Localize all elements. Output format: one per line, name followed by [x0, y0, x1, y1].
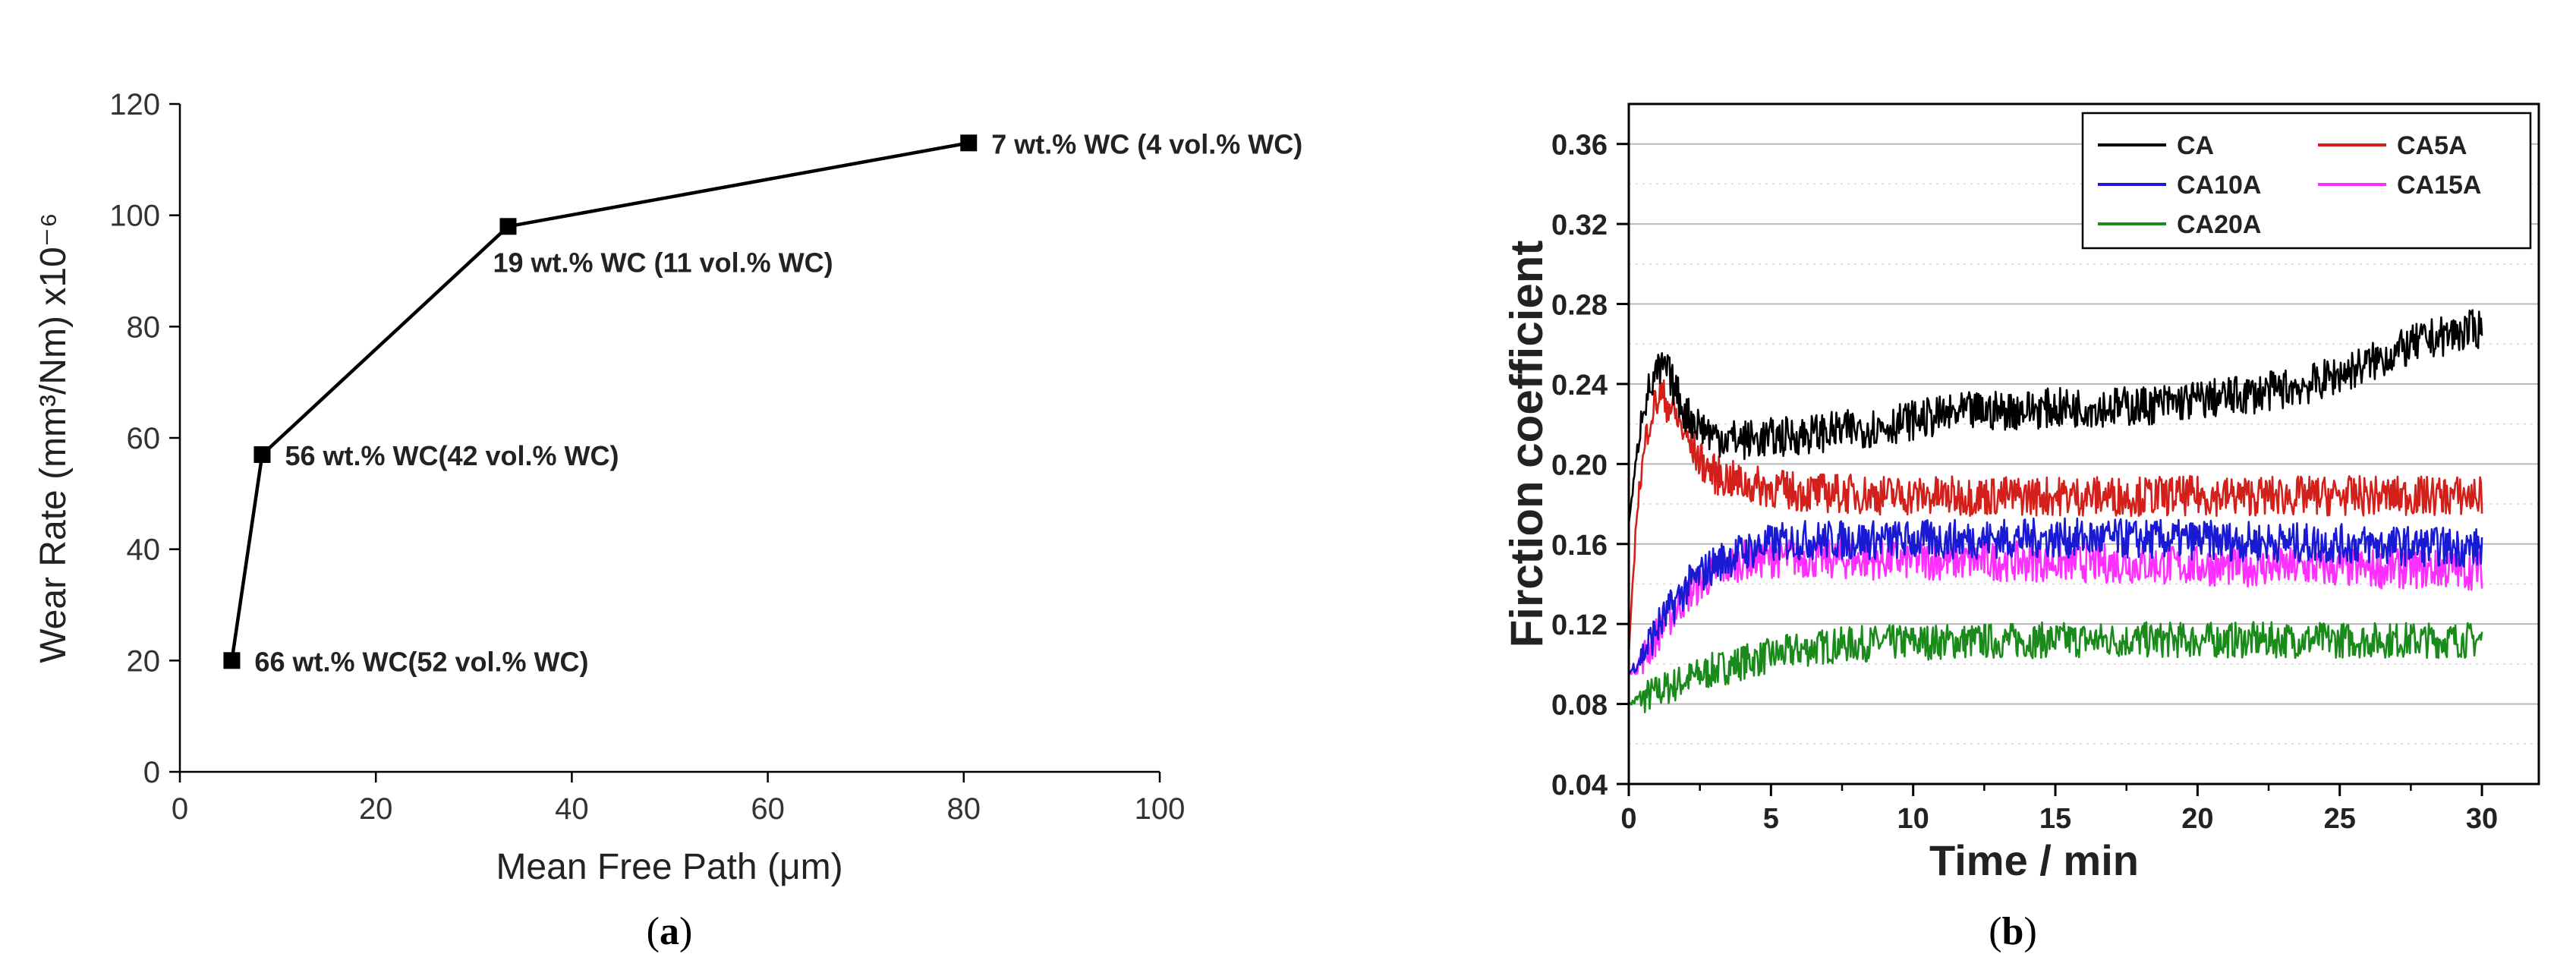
chart-a-y-tick-label: 60: [127, 422, 161, 455]
chart-a-data-point: [499, 218, 517, 235]
chart-a-x-tick-label: 40: [555, 792, 589, 826]
chart-a-y-tick-label: 40: [127, 534, 161, 567]
chart-a-x-tick-label: 20: [359, 792, 393, 826]
chart-b-x-tick-label: 5: [1763, 803, 1779, 835]
chart-a-caption-letter: a: [660, 910, 679, 953]
chart-a-x-tick-label: 0: [172, 792, 188, 826]
chart-b-caption: (b): [1989, 910, 2037, 953]
chart-a-x-axis-title: Mean Free Path (μm): [496, 847, 842, 887]
chart-b-y-axis-title: Firction coefficient: [1501, 241, 1552, 648]
chart-b-y-tick-label: 0.32: [1551, 209, 1608, 241]
chart-b-legend-label: CA5A: [2397, 131, 2467, 160]
chart-a-data-point: [960, 134, 978, 152]
chart-a: 0 20 40 60 80 100 0 20 40 60 80 100 120 66 wt.% WC(5…: [33, 88, 1302, 953]
chart-a-caption: (a): [647, 910, 693, 953]
chart-a-x-tick-label: 60: [751, 792, 785, 826]
chart-a-x-tick-label: 100: [1135, 792, 1186, 826]
chart-b-x-tick-label: 25: [2324, 803, 2356, 835]
chart-b-y-tick-label: 0.24: [1551, 370, 1608, 401]
chart-b-x-tick-label: 15: [2039, 803, 2071, 835]
chart-b-plot-frame: [1627, 102, 2540, 786]
chart-b-legend: CA CA5A CA10A CA15A CA20A: [2081, 112, 2532, 250]
chart-b-legend-label: CA: [2177, 131, 2214, 160]
chart-a-x-tick-label: 80: [947, 792, 981, 826]
chart-a-data-point: [223, 652, 241, 669]
chart-b-caption-letter: b: [2002, 910, 2024, 953]
chart-b-x-tick-label: 0: [1620, 803, 1636, 835]
chart-b-legend-label: CA10A: [2177, 171, 2261, 200]
chart-b-y-tick-label: 0.04: [1551, 770, 1608, 801]
chart-b-series-line-ca5a: [1627, 379, 2483, 654]
chart-b: 0 5 10 15 20 25 30 0.04 0.08 0.12 0.16 0.20 0.24 0.28…: [1501, 102, 2540, 953]
chart-b-y-tick-label: 0.12: [1551, 609, 1608, 641]
chart-b-legend-box: [2081, 112, 2532, 250]
chart-b-x-tick-label: 20: [2181, 803, 2213, 835]
chart-a-series-line: [230, 141, 969, 661]
chart-a-y-tick-label: 120: [109, 88, 160, 121]
chart-a-point-label: 56 wt.% WC(42 vol.% WC): [285, 440, 619, 471]
chart-b-legend-label: CA15A: [2397, 171, 2481, 200]
chart-a-y-tick-label: 80: [127, 310, 161, 344]
chart-a-point-label: 66 wt.% WC(52 vol.% WC): [254, 646, 588, 677]
chart-a-y-tick-label: 20: [127, 644, 161, 678]
chart-a-y-axis-title: Wear Rate (mm³/Nm) x10⁻⁶: [33, 213, 74, 663]
chart-b-x-tick-label: 30: [2466, 803, 2498, 835]
chart-b-y-tick-label: 0.16: [1551, 530, 1608, 562]
chart-a-y-tick-label: 100: [109, 200, 160, 233]
chart-b-legend-label: CA20A: [2177, 210, 2261, 239]
chart-b-y-tick-label: 0.08: [1551, 690, 1608, 722]
chart-b-series-line-ca10a: [1627, 517, 2483, 675]
chart-b-series-line-ca: [1627, 309, 2483, 524]
chart-b-series-line-ca15a: [1627, 538, 2483, 675]
chart-b-y-tick-label: 0.28: [1551, 290, 1608, 322]
chart-b-series-line-ca20a: [1627, 621, 2483, 713]
chart-a-y-tick-label: 0: [143, 756, 160, 789]
chart-a-point-label: 19 wt.% WC (11 vol.% WC): [493, 247, 833, 278]
chart-b-x-tick-label: 10: [1897, 803, 1929, 835]
chart-b-x-axis-title: Time / min: [1929, 836, 2139, 884]
chart-a-data-point: [254, 446, 271, 463]
chart-a-point-label: 7 wt.% WC (4 vol.% WC): [991, 128, 1302, 159]
chart-b-y-tick-label: 0.20: [1551, 449, 1608, 481]
chart-b-y-tick-label: 0.36: [1551, 130, 1608, 162]
